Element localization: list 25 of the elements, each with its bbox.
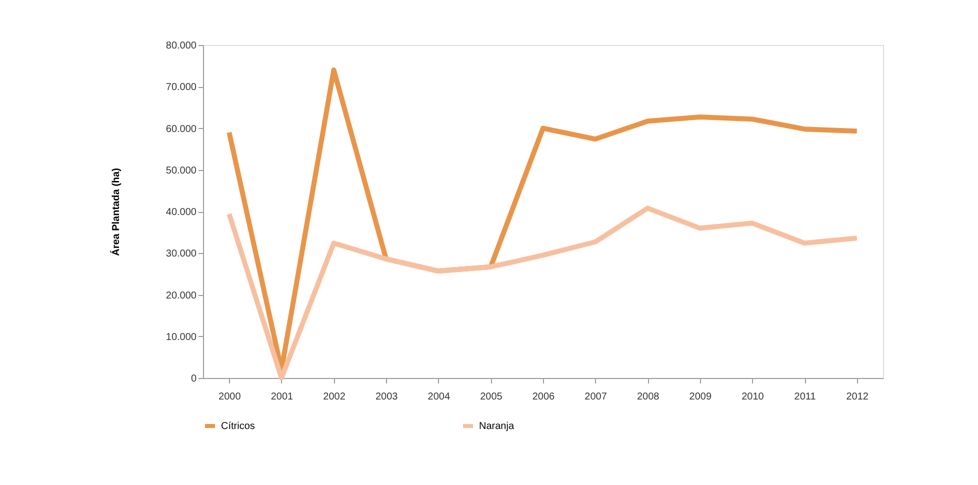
x-tick-label: 2002 <box>323 392 346 402</box>
x-tick-label: 2001 <box>270 392 294 402</box>
y-tick-label: 60.000 <box>166 124 197 135</box>
x-tick-label: 2006 <box>532 392 556 402</box>
x-tick-label: 2004 <box>428 392 450 402</box>
x-tick-label: 2011 <box>794 392 816 402</box>
x-tick-label: 2009 <box>689 392 712 402</box>
y-tick-label: 80.000 <box>166 40 197 52</box>
x-tick-label: 2003 <box>375 392 398 402</box>
y-tick-label: 20.000 <box>166 290 197 302</box>
y-tick-label: 70.000 <box>166 82 197 94</box>
x-tick-label: 2005 <box>480 392 503 402</box>
legend-label: Cítricos <box>221 421 255 432</box>
x-tick-label: 2012 <box>846 392 869 402</box>
x-tick-label: 2000 <box>218 392 242 402</box>
y-tick-label: 50.000 <box>166 165 197 176</box>
y-axis-title: Área Plantada (ha) <box>110 168 122 256</box>
y-tick-label: 0 <box>190 374 197 384</box>
legend-label: Naranja <box>479 421 514 432</box>
x-tick-label: 2010 <box>742 392 764 402</box>
y-tick-label: 10.000 <box>166 332 197 343</box>
x-tick-label: 2007 <box>584 392 608 402</box>
x-tick-label: 2008 <box>636 392 660 402</box>
y-tick-label: 40.000 <box>166 207 197 218</box>
y-tick-label: 30.000 <box>166 248 197 260</box>
